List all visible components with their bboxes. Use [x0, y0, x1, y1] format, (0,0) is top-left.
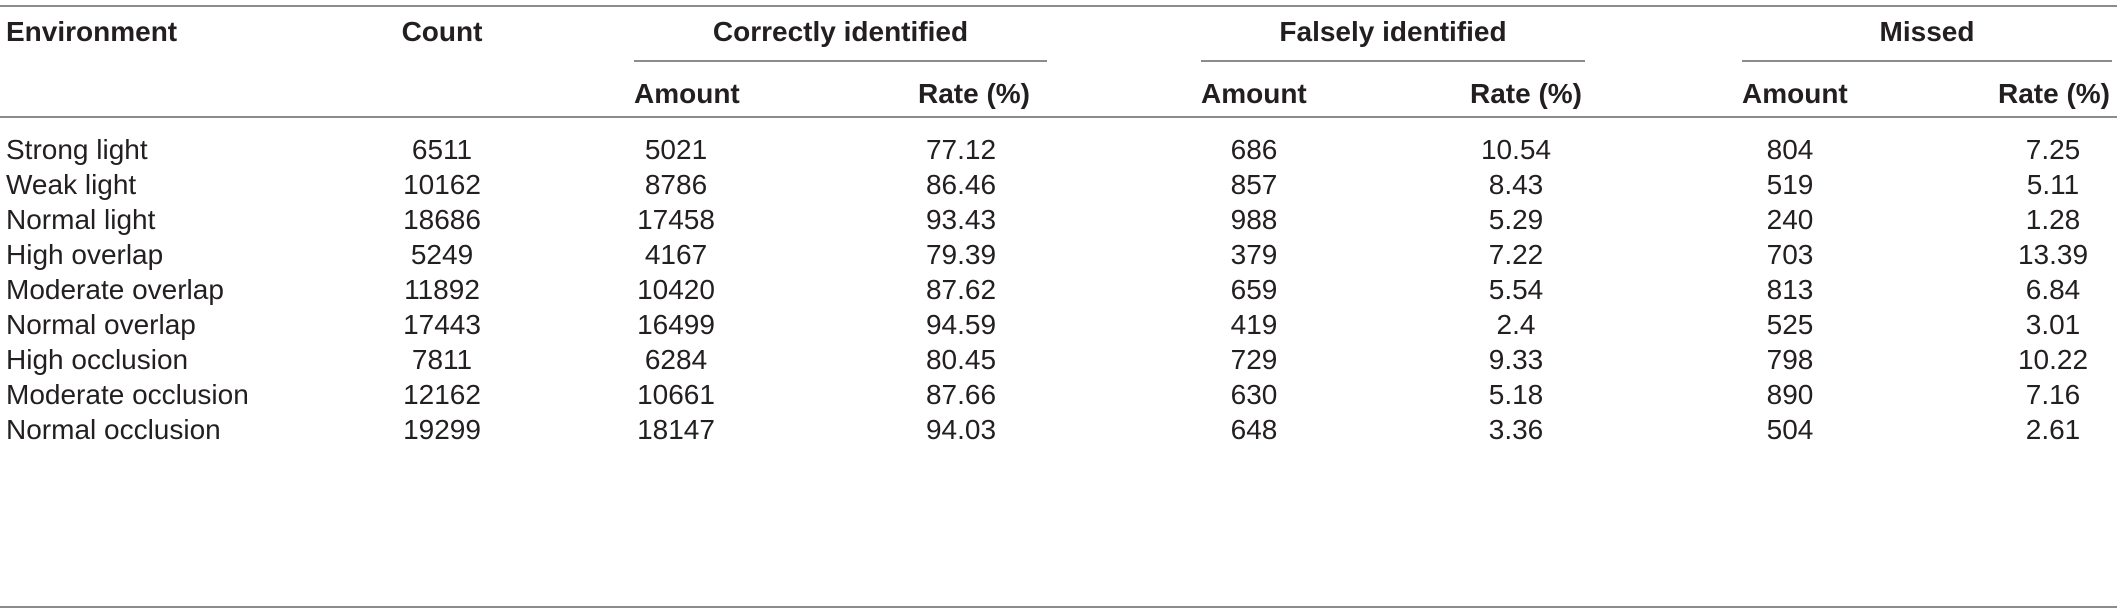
row-environment: Normal light [6, 204, 156, 235]
cell-false-amount: 729 [1230, 344, 1278, 375]
header-sub-rate: Rate (%) [1997, 78, 2110, 109]
cell-missed-amount: 240 [1766, 204, 1814, 235]
cell-false-rate: 8.43 [1488, 169, 1544, 200]
cell-false-rate: 9.33 [1488, 344, 1544, 375]
cell-correct-rate: 86.46 [925, 169, 997, 200]
group-rule-0 [634, 60, 1047, 62]
table-top-rule [0, 5, 2117, 7]
cell-false-amount: 686 [1230, 134, 1278, 165]
group-rule-2 [1742, 60, 2112, 62]
header-sub-amount: Amount [1742, 78, 1848, 109]
row-environment: Normal overlap [6, 309, 196, 340]
cell-correct-amount: 17458 [637, 204, 715, 235]
cell-missed-amount: 804 [1766, 134, 1814, 165]
cell-missed-amount: 519 [1766, 169, 1814, 200]
cell-missed-rate: 6.84 [2025, 274, 2081, 305]
cell-missed-rate: 3.01 [2025, 309, 2081, 340]
cell-correct-amount: 5021 [644, 134, 708, 165]
row-environment: High overlap [6, 239, 164, 270]
cell-false-amount: 659 [1230, 274, 1278, 305]
cell-count: 18686 [403, 204, 481, 235]
cell-correct-amount: 10661 [637, 379, 715, 410]
header-sub-rate: Rate (%) [1469, 78, 1582, 109]
cell-missed-amount: 525 [1766, 309, 1814, 340]
header-bottom-rule [0, 116, 2117, 118]
table-bottom-rule [0, 606, 2117, 608]
cell-correct-amount: 4167 [644, 239, 708, 270]
row-environment: Moderate overlap [6, 274, 224, 305]
cell-correct-amount: 6284 [644, 344, 708, 375]
cell-correct-rate: 94.03 [925, 414, 997, 445]
cell-missed-amount: 813 [1766, 274, 1814, 305]
cell-correct-amount: 18147 [637, 414, 715, 445]
cell-correct-rate: 87.66 [925, 379, 997, 410]
cell-missed-rate: 7.25 [2025, 134, 2081, 165]
cell-false-amount: 379 [1230, 239, 1278, 270]
cell-false-rate: 5.54 [1488, 274, 1544, 305]
header-environment: Environment [6, 16, 178, 47]
cell-correct-amount: 16499 [637, 309, 715, 340]
cell-missed-rate: 5.11 [2026, 169, 2080, 200]
cell-missed-amount: 504 [1766, 414, 1814, 445]
cell-correct-rate: 93.43 [925, 204, 997, 235]
cell-false-rate: 2.4 [1496, 309, 1536, 340]
cell-missed-amount: 890 [1766, 379, 1814, 410]
header-group: Correctly identified [712, 16, 969, 47]
cell-count: 19299 [403, 414, 481, 445]
header-sub-rate: Rate (%) [917, 78, 1030, 109]
cell-missed-rate: 10.22 [2017, 344, 2089, 375]
cell-correct-rate: 79.39 [925, 239, 997, 270]
row-environment: Weak light [6, 169, 137, 200]
cell-false-amount: 857 [1230, 169, 1278, 200]
cell-count: 17443 [403, 309, 481, 340]
cell-correct-rate: 87.62 [925, 274, 997, 305]
cell-correct-rate: 77.12 [925, 134, 997, 165]
row-environment: Moderate occlusion [6, 379, 249, 410]
header-sub-amount: Amount [634, 78, 740, 109]
cell-missed-rate: 1.28 [2025, 204, 2081, 235]
cell-correct-rate: 80.45 [925, 344, 997, 375]
row-environment: High occlusion [6, 344, 189, 375]
cell-false-rate: 5.18 [1488, 379, 1544, 410]
row-environment: Normal occlusion [6, 414, 221, 445]
cell-missed-rate: 7.16 [2025, 379, 2081, 410]
cell-false-rate: 7.22 [1488, 239, 1544, 270]
cell-false-rate: 10.54 [1480, 134, 1552, 165]
cell-false-amount: 630 [1230, 379, 1278, 410]
group-rule-1 [1201, 60, 1585, 62]
cell-count: 6511 [411, 134, 473, 165]
cell-missed-amount: 798 [1766, 344, 1814, 375]
row-environment: Strong light [6, 134, 148, 165]
header-group: Missed [1879, 16, 1975, 47]
header-group: Falsely identified [1279, 16, 1507, 47]
cell-missed-amount: 703 [1766, 239, 1814, 270]
cell-missed-rate: 2.61 [2025, 414, 2081, 445]
cell-count: 10162 [403, 169, 481, 200]
cell-correct-rate: 94.59 [925, 309, 997, 340]
cell-false-rate: 5.29 [1488, 204, 1544, 235]
header-count: Count [401, 16, 483, 47]
cell-correct-amount: 8786 [644, 169, 708, 200]
cell-count: 12162 [403, 379, 481, 410]
cell-false-amount: 988 [1230, 204, 1278, 235]
cell-count: 5249 [410, 239, 474, 270]
cell-count: 11892 [404, 274, 480, 305]
cell-missed-rate: 13.39 [2017, 239, 2089, 270]
cell-false-amount: 648 [1230, 414, 1278, 445]
cell-count: 7811 [411, 344, 473, 375]
header-sub-amount: Amount [1201, 78, 1307, 109]
cell-correct-amount: 10420 [637, 274, 715, 305]
cell-false-amount: 419 [1230, 309, 1278, 340]
cell-false-rate: 3.36 [1488, 414, 1544, 445]
